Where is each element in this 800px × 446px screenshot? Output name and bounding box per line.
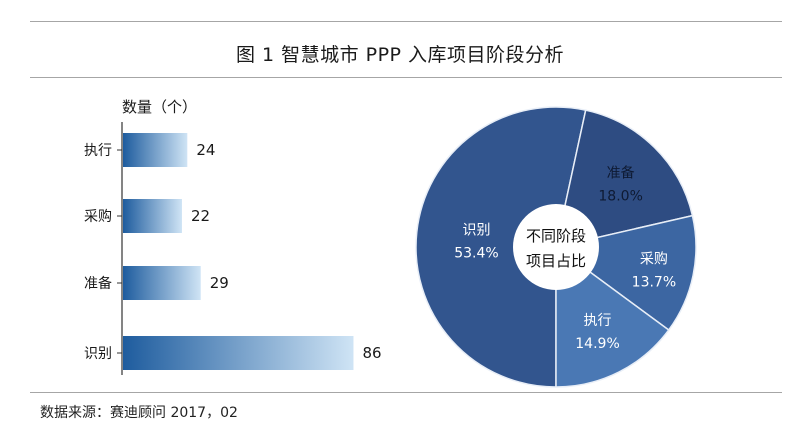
pie-slice-value: 18.0% bbox=[598, 189, 642, 205]
pie-slice-label: 执行 bbox=[584, 313, 612, 329]
pie-slice-label: 识别 bbox=[462, 222, 490, 238]
bar-category-label: 准备 bbox=[84, 275, 112, 292]
bar-category-label: 执行 bbox=[84, 143, 112, 159]
pie-slice bbox=[415, 106, 587, 388]
source-note: 数据来源：赛迪顾问 2017，02 bbox=[40, 405, 238, 421]
bar-value-label: 24 bbox=[196, 141, 215, 159]
bottom-rule bbox=[30, 392, 782, 393]
pie-slice-value: 14.9% bbox=[575, 336, 619, 352]
bar-y-axis-label: 数量（个） bbox=[122, 98, 197, 116]
pie-slice-label: 采购 bbox=[640, 251, 668, 267]
pie-slice-value: 13.7% bbox=[632, 274, 676, 290]
pie-slice bbox=[555, 109, 694, 248]
bar bbox=[123, 266, 201, 300]
pie-slice bbox=[555, 245, 670, 388]
figure-title: 图 1 智慧城市 PPP 入库项目阶段分析 bbox=[235, 44, 565, 66]
bar-value-label: 86 bbox=[362, 344, 381, 362]
pie-slice-label: 准备 bbox=[607, 165, 635, 182]
bar-group: 执行 24 采购 22 准备 29 识别 86 bbox=[84, 133, 382, 370]
top-rule bbox=[30, 21, 782, 22]
pie-center-label-line1: 不同阶段 bbox=[526, 227, 586, 245]
pie-center-label-line2: 项目占比 bbox=[526, 252, 586, 270]
bar bbox=[123, 199, 182, 233]
pie-center-hole bbox=[513, 204, 599, 290]
bar bbox=[123, 336, 354, 370]
title-rule bbox=[30, 77, 782, 78]
bar-category-label: 识别 bbox=[84, 346, 112, 362]
bar-category-label: 采购 bbox=[84, 209, 112, 225]
bar-value-label: 29 bbox=[210, 274, 229, 292]
bar bbox=[123, 133, 188, 167]
bar-value-label: 22 bbox=[191, 207, 210, 225]
pie-slice-value: 53.4% bbox=[454, 245, 498, 261]
